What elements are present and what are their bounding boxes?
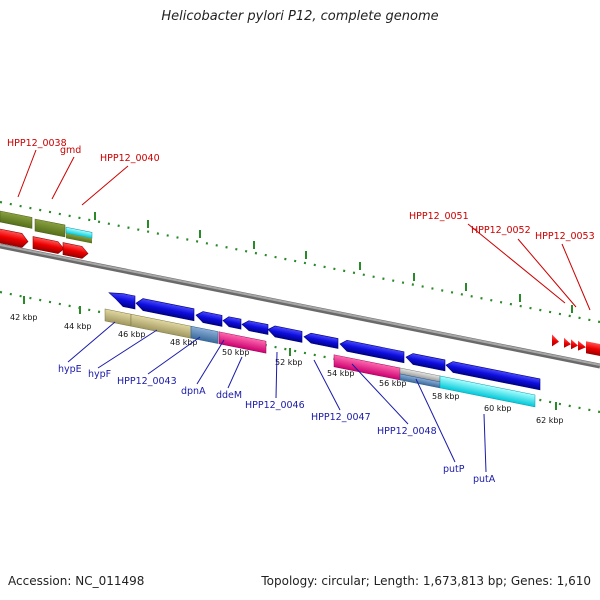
gene-label-hpp12-0052: HPP12_0052: [471, 225, 531, 236]
reverse-genes: [104, 292, 541, 408]
tick-label-56: 56 kbp: [379, 379, 407, 388]
gene-label-hpp12-0053: HPP12_0053: [535, 231, 595, 242]
gene-label-dpna: dpnA: [181, 386, 206, 397]
gene-label-hpp12-0043: HPP12_0043: [117, 376, 177, 387]
tick-label-62: 62 kbp: [536, 416, 564, 425]
page-title: Helicobacter pylori P12, complete genome: [161, 9, 439, 24]
tick-label-44: 44 kbp: [64, 322, 92, 331]
tick-label-54: 54 kbp: [327, 369, 355, 378]
gene-label-putp: putP: [443, 464, 465, 475]
forward-callouts: [17, 149, 591, 311]
gene-label-hypf: hypF: [88, 369, 111, 380]
gene-label-hpp12-0047: HPP12_0047: [311, 412, 371, 423]
genome-summary-text: Topology: circular; Length: 1,673,813 bp…: [261, 574, 591, 588]
tick-label-60: 60 kbp: [484, 404, 512, 413]
gene-label-puta: putA: [473, 474, 496, 485]
reverse-labels: hypE hypF HPP12_0043 dpnA ddeM HPP12_004…: [58, 364, 496, 485]
gene-label-hpp12-0040: HPP12_0040: [100, 153, 160, 164]
gene-label-hpp12-0038: HPP12_0038: [7, 138, 67, 149]
gene-label-ddem: ddeM: [216, 390, 242, 401]
tick-labels: 42 kbp 44 kbp 46 kbp 48 kbp 50 kbp 52 kb…: [10, 313, 564, 425]
top-tick-track: [0, 200, 600, 324]
backbone: [0, 243, 600, 369]
tick-label-42: 42 kbp: [10, 313, 38, 322]
tick-label-50: 50 kbp: [222, 348, 250, 357]
tick-label-52: 52 kbp: [275, 358, 303, 367]
gene-label-hpp12-0048: HPP12_0048: [377, 426, 437, 437]
gene-label-hype: hypE: [58, 364, 82, 375]
gene-label-hpp12-0051: HPP12_0051: [409, 211, 469, 222]
reverse-callouts: [67, 321, 487, 473]
accession-text: Accession: NC_011498: [8, 574, 145, 588]
gene-label-hpp12-0046: HPP12_0046: [245, 400, 305, 411]
tick-label-48: 48 kbp: [170, 338, 198, 347]
tick-label-46: 46 kbp: [118, 330, 146, 339]
forward-genes: [0, 210, 600, 357]
tick-label-58: 58 kbp: [432, 392, 460, 401]
gene-label-gmd: gmd: [60, 145, 81, 156]
forward-labels: HPP12_0038 gmd HPP12_0040 HPP12_0051 HPP…: [7, 138, 595, 242]
